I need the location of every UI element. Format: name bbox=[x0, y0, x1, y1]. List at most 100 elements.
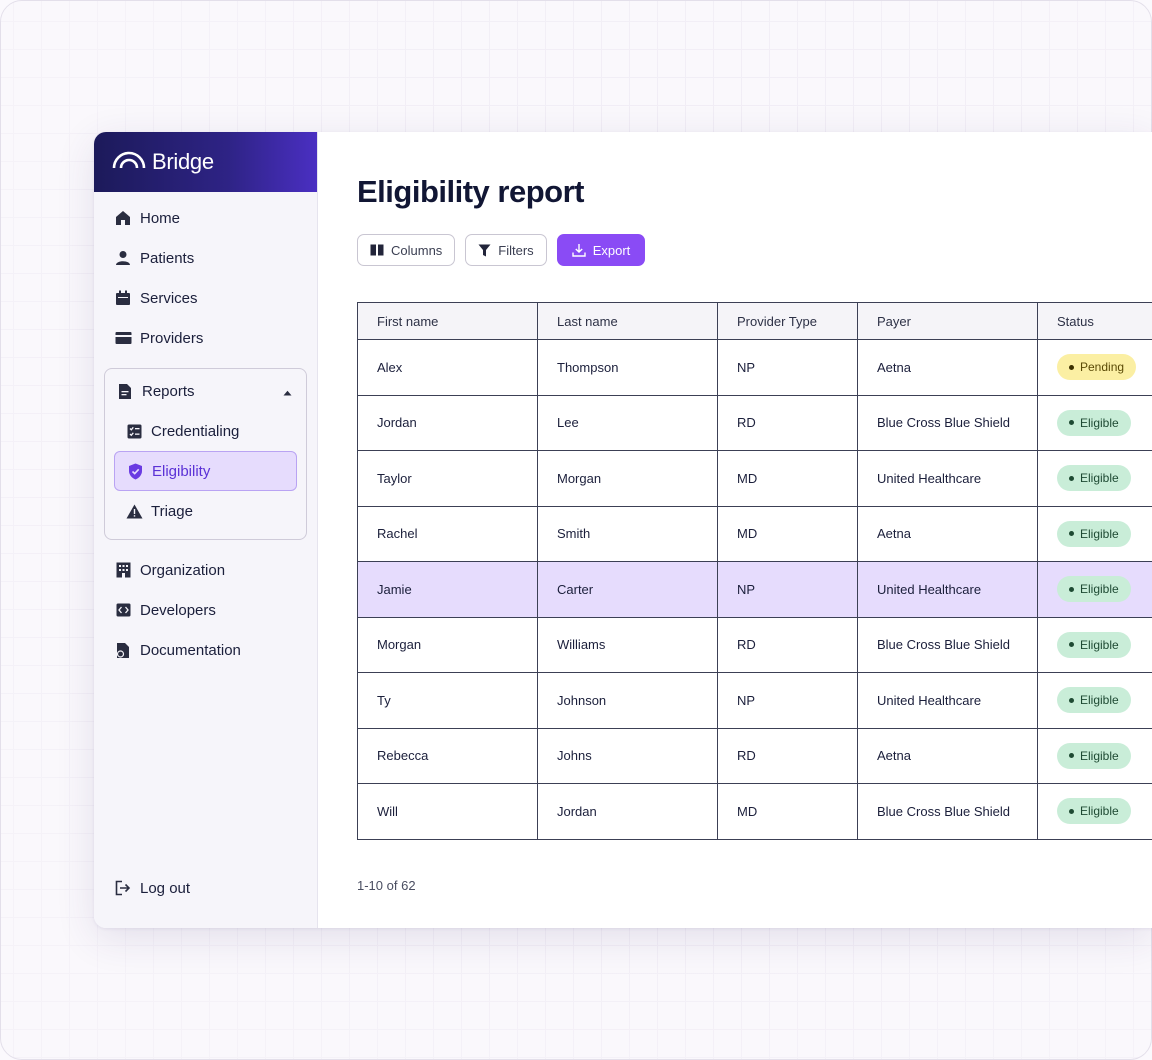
status-label: Eligible bbox=[1080, 804, 1119, 819]
download-icon bbox=[571, 243, 586, 257]
provider-type-cell: MD bbox=[717, 783, 858, 840]
status-cell: Eligible bbox=[1037, 506, 1152, 562]
status-cell: Eligible bbox=[1037, 783, 1152, 840]
status-badge: Eligible bbox=[1057, 409, 1131, 436]
status-badge: Eligible bbox=[1057, 576, 1131, 603]
sidebar-item-credentialing[interactable]: Credentialing bbox=[114, 411, 297, 451]
building-icon bbox=[114, 561, 132, 579]
table-row[interactable]: Will Jordan MD Blue Cross Blue Shield Eligib… bbox=[357, 783, 1152, 840]
column-header-status[interactable]: Status bbox=[1037, 302, 1152, 340]
status-label: Eligible bbox=[1080, 637, 1119, 652]
sidebar-item-triage[interactable]: Triage bbox=[114, 491, 297, 531]
last-name-cell: Carter bbox=[537, 561, 718, 618]
status-dot-icon bbox=[1069, 586, 1074, 592]
chevron-up-icon[interactable] bbox=[283, 383, 292, 400]
shield-check-icon bbox=[126, 462, 144, 480]
payer-cell: Blue Cross Blue Shield bbox=[857, 617, 1038, 673]
columns-icon bbox=[370, 244, 384, 256]
logout-icon bbox=[114, 879, 132, 897]
home-icon bbox=[114, 209, 132, 227]
column-header-first-name[interactable]: First name bbox=[357, 302, 538, 340]
table-body: Alex Thompson NP Aetna Pending Jordan Lee RD Blu… bbox=[357, 339, 1152, 840]
status-badge: Eligible bbox=[1057, 520, 1131, 547]
provider-type-cell: NP bbox=[717, 672, 858, 729]
pagination-summary: 1-10 of 62 bbox=[357, 877, 416, 893]
table-row[interactable]: Jordan Lee RD Blue Cross Blue Shield Eligibl… bbox=[357, 395, 1152, 451]
status-cell: Eligible bbox=[1037, 728, 1152, 784]
filter-icon bbox=[478, 244, 491, 257]
logout-button[interactable]: Log out bbox=[94, 868, 190, 908]
first-name-cell: Taylor bbox=[357, 450, 538, 507]
column-header-provider-type[interactable]: Provider Type bbox=[717, 302, 858, 340]
status-cell: Pending bbox=[1037, 339, 1152, 396]
sidebar-item-label: Organization bbox=[140, 561, 226, 579]
table-row[interactable]: Taylor Morgan MD United Healthcare Eligible bbox=[357, 450, 1152, 507]
status-badge: Eligible bbox=[1057, 465, 1131, 492]
payer-cell: United Healthcare bbox=[857, 561, 1038, 618]
status-cell: Eligible bbox=[1037, 672, 1152, 729]
columns-button[interactable]: Columns bbox=[357, 234, 456, 266]
sidebar-item-eligibility[interactable]: Eligibility bbox=[114, 451, 297, 491]
status-label: Eligible bbox=[1080, 526, 1119, 541]
page-title: Eligibility report bbox=[357, 174, 584, 209]
status-dot-icon bbox=[1069, 753, 1074, 759]
toolbar: Columns Filters Export bbox=[357, 234, 1152, 266]
payer-cell: United Healthcare bbox=[857, 450, 1038, 507]
bridge-logo-icon bbox=[112, 148, 152, 176]
first-name-cell: Rachel bbox=[357, 506, 538, 562]
brand-header[interactable]: Bridge bbox=[94, 132, 317, 192]
provider-type-cell: RD bbox=[717, 617, 858, 673]
status-dot-icon bbox=[1069, 531, 1074, 537]
table-row[interactable]: Jamie Carter NP United Healthcare Eligible bbox=[357, 561, 1152, 618]
reports-group: Reports Credentialing Eligibility Triage bbox=[104, 368, 307, 540]
sidebar-item-documentation[interactable]: Documentation bbox=[94, 630, 317, 670]
status-badge: Eligible bbox=[1057, 687, 1131, 714]
table-row[interactable]: Morgan Williams RD Blue Cross Blue Shield El… bbox=[357, 617, 1152, 673]
sidebar-item-label: Triage bbox=[151, 502, 193, 520]
table-row[interactable]: Rebecca Johns RD Aetna Eligible bbox=[357, 728, 1152, 784]
table-row[interactable]: Rachel Smith MD Aetna Eligible bbox=[357, 506, 1152, 562]
payer-cell: United Healthcare bbox=[857, 672, 1038, 729]
sidebar-item-developers[interactable]: Developers bbox=[94, 590, 317, 630]
sidebar-item-reports[interactable]: Reports bbox=[105, 371, 306, 411]
provider-type-cell: NP bbox=[717, 561, 858, 618]
table-row[interactable]: Alex Thompson NP Aetna Pending bbox=[357, 339, 1152, 396]
payer-cell: Aetna bbox=[857, 506, 1038, 562]
last-name-cell: Johnson bbox=[537, 672, 718, 729]
first-name-cell: Jamie bbox=[357, 561, 538, 618]
status-dot-icon bbox=[1069, 475, 1074, 481]
column-header-last-name[interactable]: Last name bbox=[537, 302, 718, 340]
warning-icon bbox=[125, 502, 143, 520]
sidebar-item-providers[interactable]: Providers bbox=[94, 318, 317, 358]
export-button[interactable]: Export bbox=[556, 234, 646, 266]
sidebar-item-home[interactable]: Home bbox=[94, 198, 317, 238]
status-dot-icon bbox=[1069, 642, 1074, 648]
payer-cell: Aetna bbox=[857, 728, 1038, 784]
checklist-icon bbox=[125, 422, 143, 440]
filters-button[interactable]: Filters bbox=[465, 234, 547, 266]
provider-type-cell: RD bbox=[717, 728, 858, 784]
column-header-payer[interactable]: Payer bbox=[857, 302, 1038, 340]
status-badge: Eligible bbox=[1057, 631, 1131, 658]
sidebar-item-label: Developers bbox=[140, 601, 216, 619]
sidebar-item-label: Home bbox=[140, 209, 181, 227]
payer-cell: Blue Cross Blue Shield bbox=[857, 395, 1038, 451]
status-label: Eligible bbox=[1080, 748, 1119, 763]
first-name-cell: Jordan bbox=[357, 395, 538, 451]
first-name-cell: Alex bbox=[357, 339, 538, 396]
payer-cell: Blue Cross Blue Shield bbox=[857, 783, 1038, 840]
columns-button-label: Columns bbox=[391, 242, 443, 258]
provider-type-cell: NP bbox=[717, 339, 858, 396]
document-icon bbox=[116, 382, 134, 400]
last-name-cell: Smith bbox=[537, 506, 718, 562]
code-icon bbox=[114, 601, 132, 619]
sidebar-item-label: Patients bbox=[140, 249, 195, 267]
sidebar-item-patients[interactable]: Patients bbox=[94, 238, 317, 278]
sidebar-item-organization[interactable]: Organization bbox=[94, 550, 317, 590]
table-row[interactable]: Ty Johnson NP United Healthcare Eligible bbox=[357, 672, 1152, 729]
status-dot-icon bbox=[1069, 364, 1074, 370]
eligibility-table: First name Last name Provider Type Payer… bbox=[357, 302, 1152, 840]
sidebar-item-services[interactable]: Services bbox=[94, 278, 317, 318]
status-cell: Eligible bbox=[1037, 617, 1152, 673]
card-icon bbox=[114, 329, 132, 347]
